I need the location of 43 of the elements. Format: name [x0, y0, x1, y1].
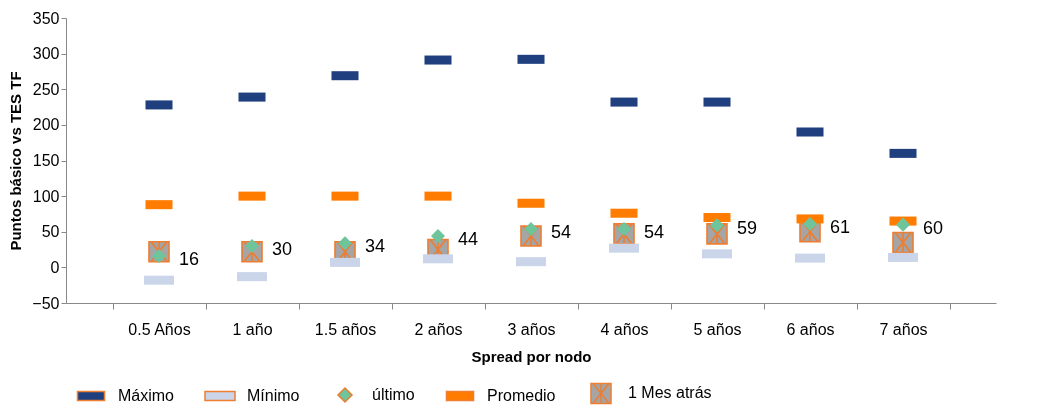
- x-axis-title: Spread por nodo: [471, 347, 592, 365]
- y-tick-label: 350: [32, 9, 60, 27]
- y-tick-label: 200: [32, 116, 60, 134]
- point: [523, 221, 539, 236]
- data-label: 59: [737, 218, 758, 239]
- x-tick-label: 5 años: [693, 320, 742, 338]
- y-tick-label: 150: [32, 152, 60, 169]
- y-tick-label: 300: [32, 45, 60, 63]
- legend-label: 1 Mes atrás: [628, 384, 712, 402]
- data-label: 34: [365, 236, 386, 257]
- legend-label: último: [372, 386, 415, 403]
- x-tick-label: 6 años: [786, 320, 835, 338]
- y-tick-label: 0: [50, 258, 60, 276]
- point: [430, 229, 446, 244]
- x-tick-label: 7 años: [879, 320, 928, 338]
- point: [337, 236, 353, 251]
- x-tick-label: 3 años: [507, 320, 556, 338]
- data-label: 44: [458, 229, 479, 250]
- x-tick-label: 1.5 años: [314, 320, 377, 338]
- y-axis-title: Puntos básico vs TES TF: [7, 71, 25, 251]
- legend-label: Promedio: [487, 387, 556, 404]
- point: [802, 216, 818, 231]
- x-tick-label: 1 año: [232, 320, 273, 338]
- legend-label: Mínimo: [247, 387, 300, 404]
- data-label: 54: [644, 221, 665, 242]
- legend-label: Máximo: [118, 387, 175, 404]
- x-tick-label: 4 años: [600, 320, 649, 338]
- x-tick-label: 0.5 Años: [128, 320, 191, 338]
- point: [895, 217, 911, 232]
- y-tick-label: 250: [32, 80, 60, 98]
- data-label: 30: [272, 239, 293, 259]
- y-tick-label: −50: [32, 294, 60, 312]
- data-label: 54: [551, 221, 572, 242]
- data-label: 60: [923, 217, 944, 238]
- y-tick-label: 100: [32, 187, 60, 205]
- data-label: 61: [830, 216, 851, 237]
- point: [244, 238, 260, 254]
- y-tick-label: 50: [41, 223, 60, 241]
- x-tick-label: 2 años: [414, 320, 463, 338]
- point: [151, 248, 167, 263]
- point: [709, 218, 725, 233]
- data-label: 16: [179, 248, 200, 269]
- point: [616, 221, 632, 236]
